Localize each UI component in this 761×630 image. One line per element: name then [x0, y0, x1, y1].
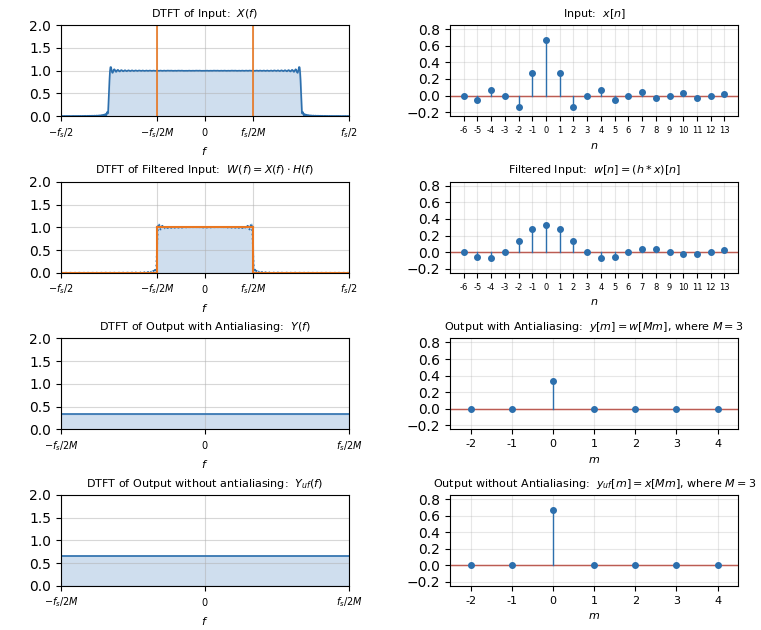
Title: Output with Antialiasing:  $y[m] = w[Mm]$, where $M = 3$: Output with Antialiasing: $y[m] = w[Mm]$… — [444, 320, 743, 334]
Title: DTFT of Output without antialiasing:  $Y_{uf}(f)$: DTFT of Output without antialiasing: $Y_… — [86, 476, 323, 491]
Title: Filtered Input:  $w[n] = (h * x)[n]$: Filtered Input: $w[n] = (h * x)[n]$ — [508, 163, 680, 178]
X-axis label: $f$: $f$ — [202, 615, 209, 627]
X-axis label: $m$: $m$ — [588, 611, 600, 621]
X-axis label: $m$: $m$ — [588, 455, 600, 464]
Title: Output without Antialiasing:  $y_{uf}[m] = x[Mm]$, where $M = 3$: Output without Antialiasing: $y_{uf}[m] … — [432, 476, 756, 491]
X-axis label: $f$: $f$ — [202, 302, 209, 314]
X-axis label: $f$: $f$ — [202, 459, 209, 471]
X-axis label: $n$: $n$ — [590, 140, 598, 151]
X-axis label: $f$: $f$ — [202, 146, 209, 158]
X-axis label: $n$: $n$ — [590, 297, 598, 307]
Title: DTFT of Filtered Input:  $W(f) = X(f)\cdot H(f)$: DTFT of Filtered Input: $W(f) = X(f)\cdo… — [95, 163, 314, 178]
Title: Input:  $x[n]$: Input: $x[n]$ — [562, 7, 626, 21]
Title: DTFT of Output with Antialiasing:  $Y(f)$: DTFT of Output with Antialiasing: $Y(f)$ — [99, 320, 311, 334]
Title: DTFT of Input:  $X(f)$: DTFT of Input: $X(f)$ — [151, 7, 259, 21]
